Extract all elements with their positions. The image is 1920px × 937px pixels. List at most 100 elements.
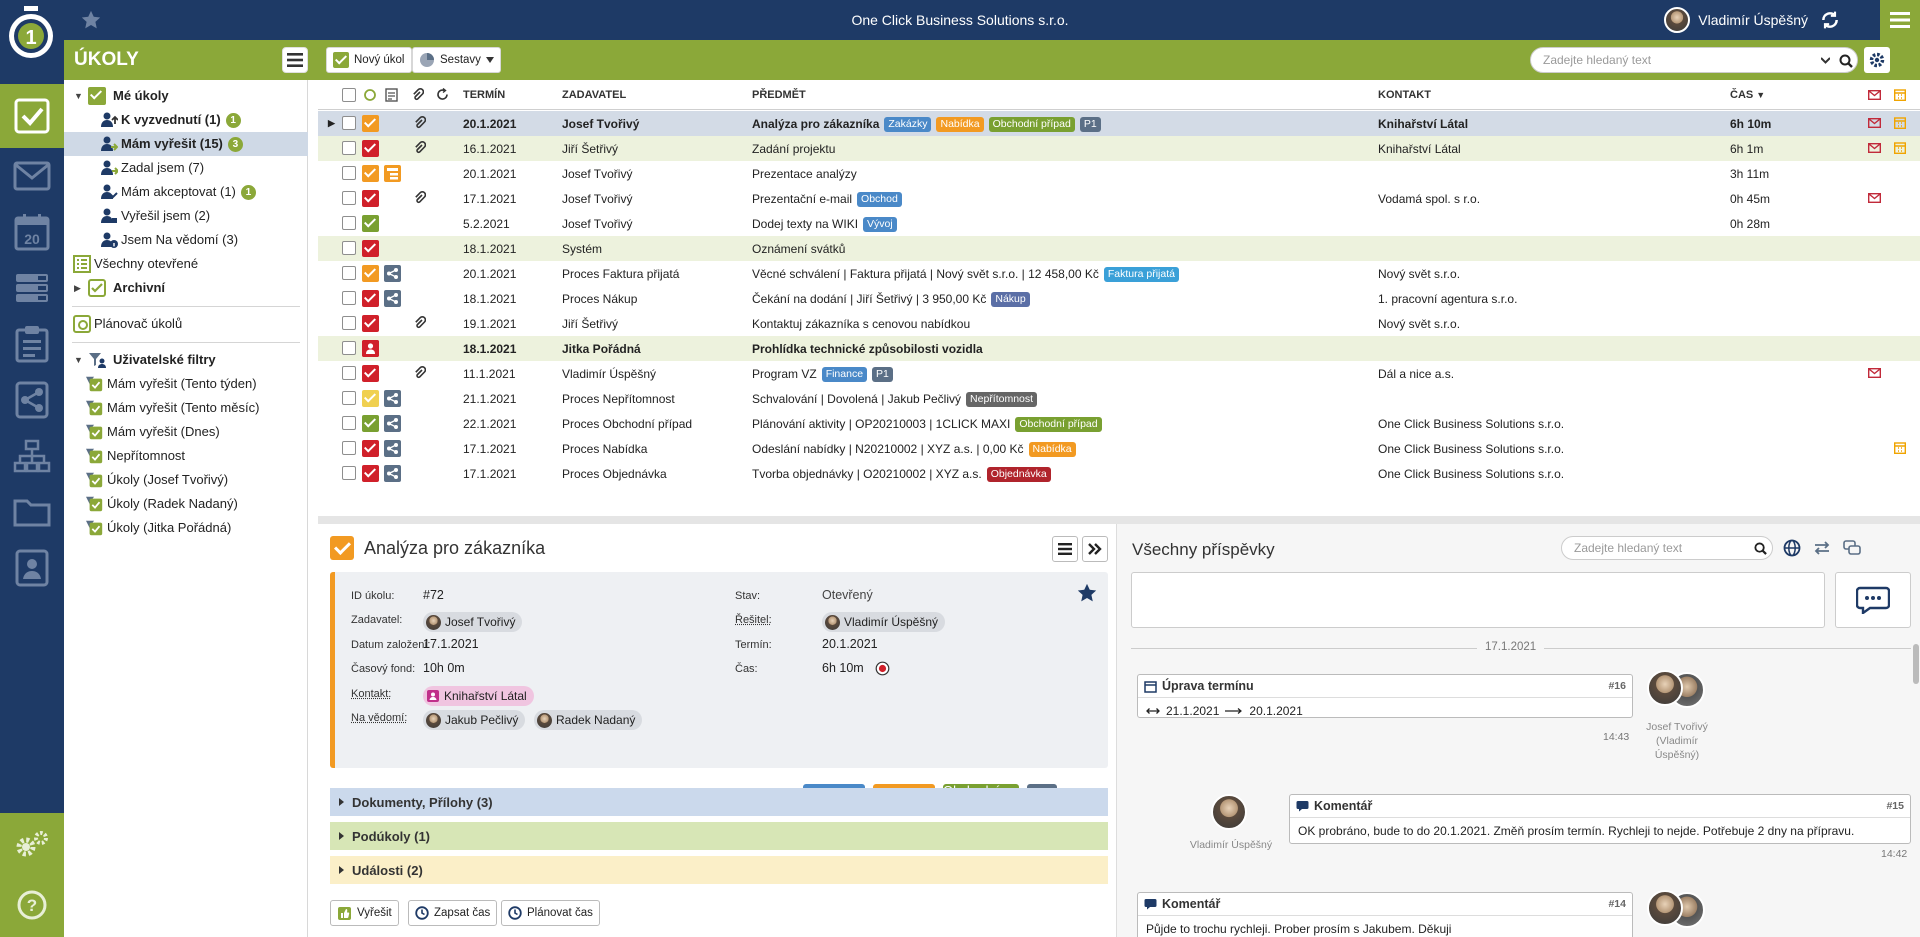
task-status-icon[interactable] [330, 536, 354, 560]
tag-badge[interactable]: Obchodní případ [1015, 417, 1101, 432]
row-checkbox[interactable] [342, 216, 356, 230]
sidebar-item-all-open[interactable]: Všechny otevřené [64, 252, 308, 276]
table-row[interactable]: 17.1.2021 Proces Objednávka Tvorba objedná… [318, 461, 1920, 486]
rail-list-icon[interactable] [0, 260, 64, 316]
tag-badge[interactable]: Nákup [991, 292, 1029, 307]
rail-settings-icon[interactable] [0, 817, 64, 873]
sidebar-item-filter[interactable]: Mám vyřešit (Tento měsíc) [64, 396, 308, 420]
sidebar-item-filter[interactable]: Úkoly (Jitka Pořádná) [64, 516, 308, 540]
app-logo[interactable]: 1 [0, 0, 64, 64]
sidebar-item-planner[interactable]: Plánovač úkolů [64, 312, 308, 336]
tag-badge[interactable]: Obchod [857, 192, 902, 207]
table-row[interactable]: ▶ 20.1.2021 Josef Tvořivý Analýza pro zákaz… [318, 111, 1920, 136]
column-header-time[interactable]: ČAS ▼ [1730, 89, 1765, 101]
table-row[interactable]: 20.1.2021 Proces Faktura přijatá Věcné sch… [318, 261, 1920, 286]
table-row[interactable]: 5.2.2021 Josef Tvořivý Dodej texty na WIKI… [318, 211, 1920, 236]
task-status-icon[interactable] [362, 465, 379, 482]
sidebar-item-assigned[interactable]: Zadal jsem (7) [64, 156, 308, 180]
rail-tasks-icon[interactable] [0, 84, 64, 148]
sidebar-item-archive[interactable]: ▶ Archivní [64, 276, 308, 300]
swap-icon[interactable] [1813, 539, 1831, 557]
task-status-icon[interactable] [362, 315, 379, 332]
tag-badge[interactable]: Nabídka [936, 117, 983, 132]
column-header-subject[interactable]: PŘEDMĚT [752, 89, 806, 101]
settings-button[interactable] [1864, 47, 1890, 73]
paperclip-icon[interactable] [414, 366, 426, 380]
task-status-icon[interactable] [362, 165, 379, 182]
row-checkbox[interactable] [342, 391, 356, 405]
log-time-button[interactable]: Zapsat čas [408, 900, 497, 926]
row-checkbox[interactable] [342, 366, 356, 380]
tag-badge[interactable]: P1 [872, 367, 893, 382]
row-checkbox[interactable] [342, 166, 356, 180]
task-status-icon[interactable] [362, 440, 379, 457]
post-term-change[interactable]: Úprava termínu #16 21.1.2021 20.1.2021 [1137, 674, 1633, 718]
favorite-star-icon[interactable] [1076, 582, 1098, 604]
row-checkbox[interactable] [342, 141, 356, 155]
calendar-icon[interactable] [1894, 141, 1906, 154]
solver-chip[interactable]: Vladimír Úspěšný [822, 612, 945, 632]
section-documents[interactable]: Dokumenty, Přílohy (3) [330, 788, 1108, 816]
column-header-assigner[interactable]: ZADAVATEL [562, 89, 626, 101]
contact-chip[interactable]: Knihařství Látal [423, 686, 534, 706]
table-row[interactable]: 19.1.2021 Jiří Šetřivý Kontaktuj zákazníka… [318, 311, 1920, 336]
cc-chip[interactable]: Radek Nadaný [534, 710, 642, 730]
row-checkbox[interactable] [342, 116, 356, 130]
table-row[interactable]: 18.1.2021 Jitka Pořádná Prohlídka technick… [318, 336, 1920, 361]
post-send-button[interactable] [1835, 572, 1911, 628]
tag-badge[interactable]: Obchodní případ [989, 117, 1075, 132]
calendar-icon[interactable] [1894, 116, 1906, 129]
caret-down-icon[interactable]: ▼ [74, 355, 83, 365]
row-checkbox[interactable] [342, 441, 356, 455]
column-header-term[interactable]: TERMÍN [463, 89, 505, 101]
sidebar-item-cc[interactable]: Jsem Na vědomí (3) [64, 228, 308, 252]
rail-calendar-icon[interactable]: 20 [0, 204, 64, 260]
task-status-icon[interactable] [362, 290, 379, 307]
mail-icon[interactable] [1868, 118, 1881, 128]
post-comment[interactable]: Komentář #15 OK probráno, bude to do 20.… [1289, 794, 1911, 844]
tag-badge[interactable]: P1 [1080, 117, 1101, 132]
rail-clipboard-icon[interactable] [0, 316, 64, 372]
table-row[interactable]: 21.1.2021 Proces Nepřítomnost Schvalování … [318, 386, 1920, 411]
section-events[interactable]: Události (2) [330, 856, 1108, 884]
rail-org-chart-icon[interactable] [0, 428, 64, 484]
task-status-icon[interactable] [362, 115, 379, 132]
search-icon[interactable] [1754, 542, 1767, 555]
search-input[interactable] [1543, 53, 1793, 67]
task-status-icon[interactable] [362, 390, 379, 407]
task-status-icon[interactable] [362, 190, 379, 207]
caret-right-icon[interactable]: ▶ [74, 283, 81, 294]
row-checkbox[interactable] [342, 266, 356, 280]
tag-badge[interactable]: Faktura přijatá [1104, 267, 1179, 282]
column-header-contact[interactable]: KONTAKT [1378, 89, 1431, 101]
chat-bubbles-icon[interactable] [1843, 539, 1861, 557]
rail-folder-icon[interactable] [0, 484, 64, 540]
mail-icon[interactable] [1868, 143, 1881, 153]
mail-icon[interactable] [1868, 368, 1881, 378]
reports-button[interactable]: Sestavy [412, 47, 501, 73]
section-subtasks[interactable]: Podúkoly (1) [330, 822, 1108, 850]
sidebar-item-filter[interactable]: Úkoly (Josef Tvořivý) [64, 468, 308, 492]
sidebar-item-filter[interactable]: Úkoly (Radek Nadaný) [64, 492, 308, 516]
paperclip-icon[interactable] [414, 116, 426, 130]
task-status-icon[interactable] [362, 415, 379, 432]
panel-splitter[interactable] [318, 516, 1920, 524]
rail-help-icon[interactable]: ? [0, 877, 64, 933]
cc-chip[interactable]: Jakub Pečlivý [423, 710, 525, 730]
posts-search-box[interactable] [1561, 536, 1773, 560]
tag-badge[interactable]: Finance [822, 367, 867, 382]
table-row[interactable]: 17.1.2021 Josef Tvořivý Prezentační e-mail… [318, 186, 1920, 211]
sidebar-item-my-tasks[interactable]: ▼ Mé úkoly [64, 84, 308, 108]
paperclip-icon[interactable] [414, 191, 426, 205]
row-checkbox[interactable] [342, 416, 356, 430]
paperclip-icon[interactable] [412, 88, 424, 102]
row-checkbox[interactable] [342, 241, 356, 255]
calendar-icon[interactable] [1894, 441, 1906, 454]
table-row[interactable]: 20.1.2021 Josef Tvořivý Prezentace analýzy… [318, 161, 1920, 186]
table-row[interactable]: 11.1.2021 Vladimír Úspěšný Program VZ Finan… [318, 361, 1920, 386]
assigner-chip[interactable]: Josef Tvořivý [423, 612, 522, 632]
select-all-checkbox[interactable] [342, 88, 356, 102]
sidebar-item-accept[interactable]: Mám akceptovat (1) 1 [64, 180, 308, 204]
task-status-icon[interactable] [362, 365, 379, 382]
posts-search-input[interactable] [1574, 541, 1744, 555]
